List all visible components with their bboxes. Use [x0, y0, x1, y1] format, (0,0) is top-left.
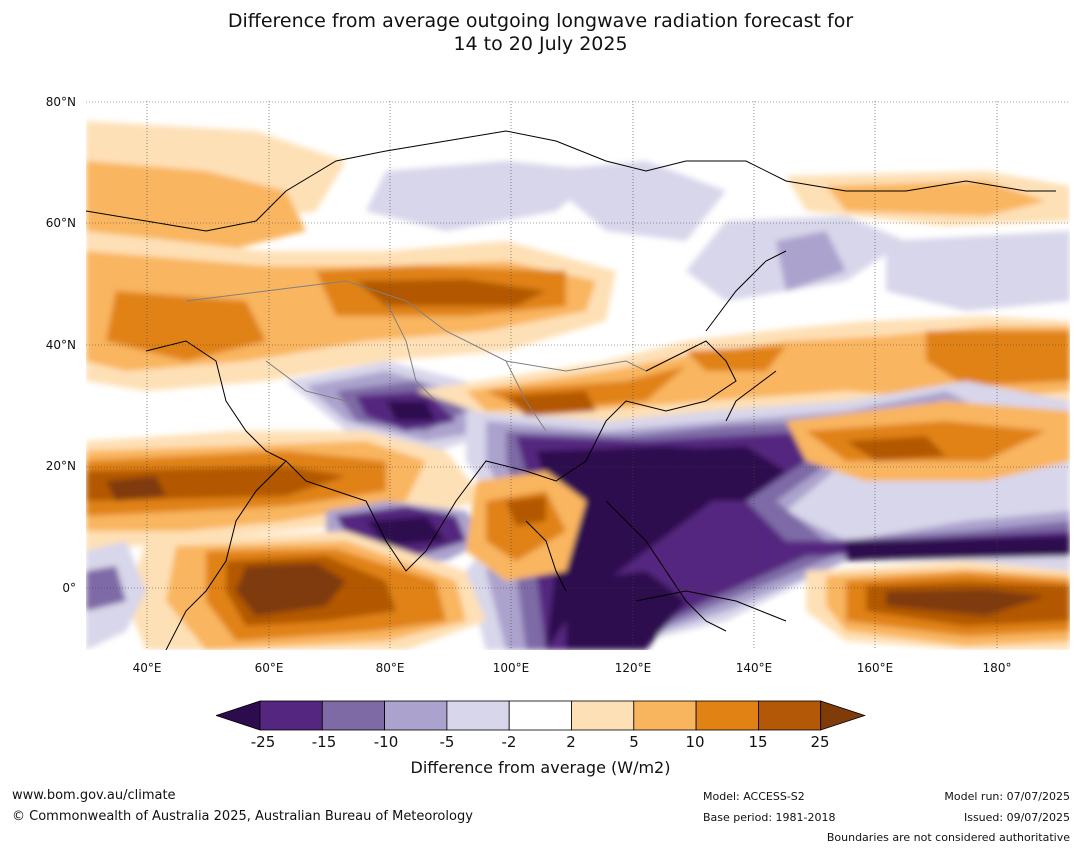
title-line-1: Difference from average outgoing longwav…	[227, 10, 854, 32]
lon-label-60e: 60°E	[254, 661, 284, 675]
colorbar-cell	[633, 700, 697, 731]
colorbar-label: 10	[685, 733, 705, 751]
graticule	[86, 101, 1070, 650]
colorbar-label: -25	[250, 733, 276, 751]
map-canvas	[86, 101, 1070, 650]
olr-anomaly-map	[86, 101, 1070, 650]
colorbar-label: -15	[311, 733, 337, 751]
lon-label-40e: 40°E	[132, 661, 162, 675]
lat-label-20n: 20°N	[45, 459, 76, 473]
map-title: Difference from average outgoing longwav…	[0, 10, 1081, 56]
colorbar-label: -2	[501, 733, 517, 751]
footer-model: Model: ACCESS-S2	[703, 790, 805, 803]
colorbar-cell	[321, 700, 386, 731]
title-line-2: 14 to 20 July 2025	[453, 33, 628, 55]
colorbar-cell	[758, 700, 822, 731]
lon-label-160e: 160°E	[856, 661, 894, 675]
colorbar-cell	[571, 700, 635, 731]
colorbar-cell	[508, 700, 572, 731]
lat-label-40n: 40°N	[45, 338, 76, 352]
lat-label-60n: 60°N	[45, 216, 76, 230]
colorbar-cell	[446, 700, 510, 731]
footer-url[interactable]: www.bom.gov.au/climate	[12, 788, 176, 803]
footer-disclaimer: Boundaries are not considered authoritat…	[826, 831, 1070, 844]
footer-base-period: Base period: 1981-2018	[703, 811, 836, 824]
lon-label-80e: 80°E	[375, 661, 405, 675]
colorbar-cell	[695, 700, 759, 731]
coastlines	[86, 130, 1056, 650]
lat-label-0: 0°	[62, 581, 76, 595]
colorbar-label: 25	[810, 733, 830, 751]
colorbar-label: 15	[748, 733, 768, 751]
colorbar	[216, 700, 866, 731]
colorbar-extend-high	[820, 700, 866, 731]
footer-copyright: © Commonwealth of Australia 2025, Austra…	[12, 809, 473, 824]
footer-model-run: Model run: 07/07/2025	[944, 790, 1070, 803]
colorbar-extend-low	[216, 700, 261, 731]
colorbar-cell	[384, 700, 448, 731]
colorbar-cell	[259, 700, 323, 731]
colorbar-label: -10	[373, 733, 399, 751]
colorbar-cells	[216, 700, 866, 731]
lon-label-140e: 140°E	[735, 661, 773, 675]
colorbar-title: Difference from average (W/m2)	[410, 758, 671, 777]
colorbar-label: -5	[439, 733, 455, 751]
country-boundaries	[185, 280, 647, 432]
footer-issued: Issued: 09/07/2025	[963, 811, 1070, 824]
lon-label-100e: 100°E	[492, 661, 530, 675]
colorbar-label: 5	[629, 733, 639, 751]
lon-label-120e: 120°E	[614, 661, 652, 675]
colorbar-label: 2	[566, 733, 576, 751]
lat-label-80n: 80°N	[45, 95, 76, 109]
lon-label-180: 180°	[982, 661, 1012, 675]
anomaly-field	[86, 121, 1070, 650]
